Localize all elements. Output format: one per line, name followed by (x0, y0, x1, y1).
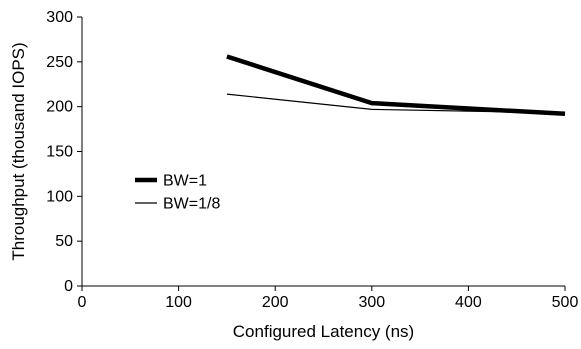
series-line-2 (226, 93, 566, 114)
y-tick-label: 100 (46, 188, 73, 205)
y-tick-label: 200 (46, 99, 73, 116)
x-tick-label: 400 (455, 294, 482, 311)
y-tick-label: 0 (64, 278, 73, 295)
x-tick-label: 500 (552, 294, 579, 311)
x-tick-label: 300 (358, 294, 385, 311)
x-tick-label: 200 (262, 294, 289, 311)
y-tick-label: 250 (46, 54, 73, 71)
x-tick-label: 0 (78, 294, 87, 311)
y-axis-title: Throughput (thousand IOPS) (9, 42, 28, 260)
legend-label: BW=1 (163, 173, 207, 190)
series-line-1 (226, 54, 566, 117)
x-tick-label: 100 (165, 294, 192, 311)
legend-label: BW=1/8 (163, 196, 220, 213)
y-axis-title-group: Throughput (thousand IOPS) (9, 42, 28, 260)
y-axis-ticks: 0 50 100 150 200 250 300 (46, 9, 82, 295)
legend: BW=1 BW=1/8 (135, 173, 220, 213)
series-lines (226, 54, 566, 117)
y-tick-label: 150 (46, 144, 73, 161)
x-axis-ticks: 0 100 200 300 400 500 (78, 286, 579, 311)
y-tick-label: 50 (55, 233, 73, 250)
y-tick-label: 300 (46, 9, 73, 26)
x-axis-title: Configured Latency (ns) (233, 322, 414, 341)
